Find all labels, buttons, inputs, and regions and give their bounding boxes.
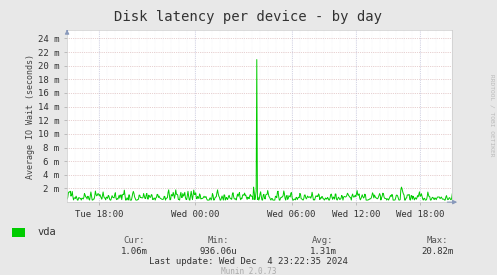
Text: RRDTOOL / TOBI OETIKER: RRDTOOL / TOBI OETIKER bbox=[490, 74, 495, 157]
Text: Max:: Max: bbox=[426, 236, 448, 245]
Text: Munin 2.0.73: Munin 2.0.73 bbox=[221, 267, 276, 275]
Text: Avg:: Avg: bbox=[312, 236, 334, 245]
Text: Last update: Wed Dec  4 23:22:35 2024: Last update: Wed Dec 4 23:22:35 2024 bbox=[149, 257, 348, 266]
Text: vda: vda bbox=[37, 227, 56, 237]
Text: 936.06u: 936.06u bbox=[200, 247, 238, 256]
Text: 20.82m: 20.82m bbox=[421, 247, 453, 256]
Text: 1.31m: 1.31m bbox=[310, 247, 336, 256]
Y-axis label: Average IO Wait (seconds): Average IO Wait (seconds) bbox=[26, 54, 35, 179]
Text: 1.06m: 1.06m bbox=[121, 247, 148, 256]
Text: Min:: Min: bbox=[208, 236, 230, 245]
Text: Cur:: Cur: bbox=[123, 236, 145, 245]
Text: Disk latency per device - by day: Disk latency per device - by day bbox=[114, 10, 383, 24]
